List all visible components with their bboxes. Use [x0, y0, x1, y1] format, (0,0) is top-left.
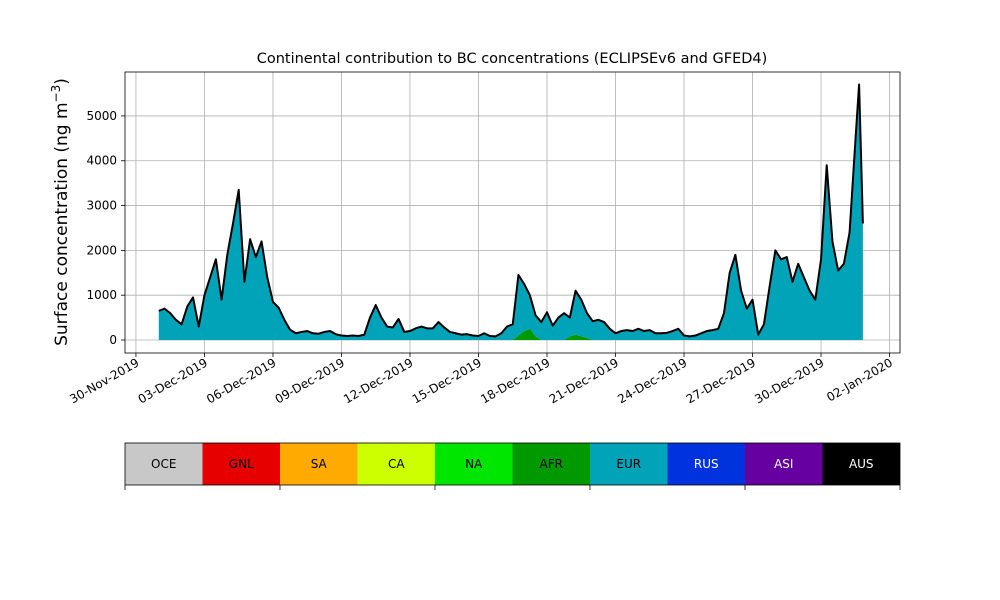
colorbar-swatch	[202, 443, 280, 485]
area	[158, 84, 863, 340]
y-axis-label: Surface concentration (ng m−3)	[49, 78, 72, 346]
colorbar-label: EUR	[616, 457, 641, 471]
plot-frame	[124, 71, 901, 354]
colorbar-swatch	[822, 443, 900, 485]
y-tick-label: 1000	[86, 288, 117, 302]
colorbar-label: GNL	[229, 457, 254, 471]
colorbar-swatch	[667, 443, 745, 485]
y-axis-label-sup: −3	[49, 85, 63, 103]
colorbar-label: AFR	[540, 457, 563, 471]
y-tick-label: 5000	[86, 109, 117, 123]
colorbar-swatch	[512, 443, 590, 485]
colorbar-label: RUS	[694, 457, 719, 471]
colorbar-frame	[124, 442, 901, 486]
colorbar-swatch	[590, 443, 668, 485]
colorbar-swatch	[280, 443, 358, 485]
y-axis-label-text: Surface concentration (ng m	[52, 102, 72, 345]
colorbar-swatch	[125, 443, 203, 485]
y-tick-label: 0	[109, 333, 117, 347]
colorbar-swatch	[357, 443, 435, 485]
total-line	[158, 83, 864, 338]
chart-title: Continental contribution to BC concentra…	[257, 51, 768, 67]
colorbar-swatch	[745, 443, 823, 485]
colorbar-label: SA	[311, 457, 328, 471]
colorbar-label: ASI	[774, 457, 793, 471]
y-tick-label: 4000	[86, 154, 117, 168]
colorbar-swatch	[435, 443, 513, 485]
y-axis-label-close: )	[52, 78, 72, 85]
y-tick-label: 3000	[86, 199, 117, 213]
y-tick-label: 2000	[86, 243, 117, 257]
colorbar-label: NA	[465, 457, 483, 471]
colorbar-label: AUS	[849, 457, 874, 471]
colorbar-label: CA	[388, 457, 405, 471]
colorbar-label: OCE	[151, 457, 176, 471]
